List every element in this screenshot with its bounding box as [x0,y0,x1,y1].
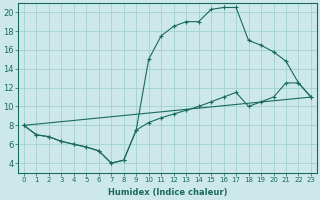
X-axis label: Humidex (Indice chaleur): Humidex (Indice chaleur) [108,188,227,197]
